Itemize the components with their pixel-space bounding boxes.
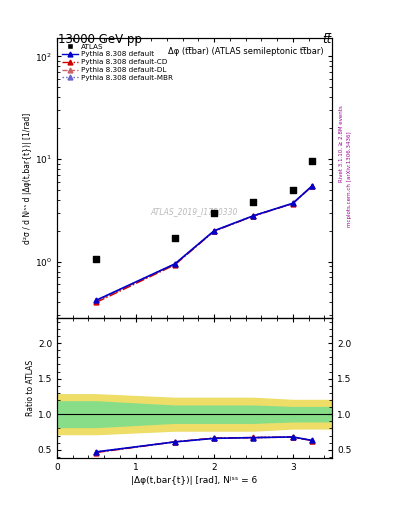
Point [211,208,217,217]
Point [290,186,296,194]
Point [309,157,316,165]
Point [93,255,99,264]
Text: tt̅: tt̅ [322,33,331,46]
Text: ATLAS_2019_I1750330: ATLAS_2019_I1750330 [151,207,238,217]
Text: Δφ (tt̅bar) (ATLAS semileptonic tt̅bar): Δφ (tt̅bar) (ATLAS semileptonic tt̅bar) [168,47,324,56]
Y-axis label: Ratio to ATLAS: Ratio to ATLAS [26,360,35,416]
X-axis label: |Δφ(t,bar{t})| [rad], Nʲˢˢ = 6: |Δφ(t,bar{t})| [rad], Nʲˢˢ = 6 [131,476,258,485]
Text: 13000 GeV pp: 13000 GeV pp [58,33,142,46]
Y-axis label: d²σ / d Nʲˢˢ d |Δφ(t,bar{t})| [1/rad]: d²σ / d Nʲˢˢ d |Δφ(t,bar{t})| [1/rad] [23,113,32,244]
Point [172,234,178,242]
Point [250,198,257,206]
Text: Rivet 3.1.10, ≥ 2.8M events: Rivet 3.1.10, ≥ 2.8M events [339,105,344,182]
Text: mcplots.cern.ch [arXiv:1306.3436]: mcplots.cern.ch [arXiv:1306.3436] [347,132,352,227]
Legend: ATLAS, Pythia 8.308 default, Pythia 8.308 default-CD, Pythia 8.308 default-DL, P: ATLAS, Pythia 8.308 default, Pythia 8.30… [61,42,174,82]
